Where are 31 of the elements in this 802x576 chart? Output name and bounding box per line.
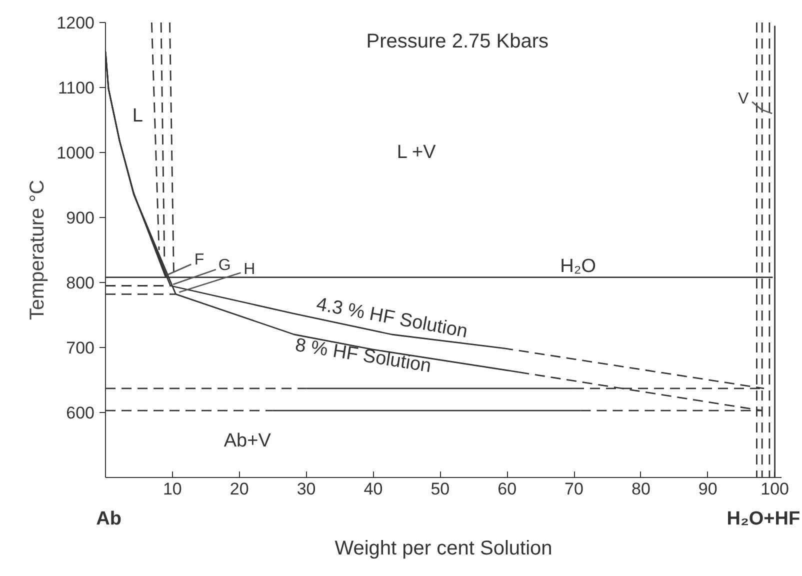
annotation: L +V	[396, 142, 436, 163]
text: H₂O+HF	[726, 508, 800, 530]
y-tick-label: 800	[66, 274, 95, 292]
x-tick-label: 90	[698, 480, 718, 498]
y-tick-label: 700	[66, 338, 95, 358]
y-tick-label: 1200	[56, 14, 95, 32]
annotation: L	[132, 106, 143, 127]
text: Ab	[96, 508, 122, 530]
y-tick-label: 900	[66, 208, 95, 228]
annotation: H	[244, 261, 256, 278]
x-tick-label: 70	[564, 480, 584, 498]
annotation: 8 % HF Solution	[294, 334, 433, 378]
x-tick-label: 100	[760, 480, 789, 498]
annotation: V	[738, 90, 750, 108]
x-tick-label: 20	[230, 480, 249, 498]
annotation: H₂O	[560, 256, 596, 277]
x-tick-label: 10	[162, 480, 182, 498]
y-axis-title: Temperature °C	[26, 180, 49, 320]
x-tick-label: 50	[430, 480, 450, 498]
y-tick-label: 600	[66, 404, 95, 422]
x-tick-label: 60	[498, 480, 517, 498]
annotation: Ab+V	[224, 430, 272, 452]
annotation: F	[194, 251, 204, 268]
x-tick-label: 80	[631, 480, 650, 498]
y-tick-label: 1100	[58, 78, 95, 98]
y-tick-label: 1000	[56, 144, 95, 162]
x-tick-label: 30	[296, 480, 316, 498]
x-axis-title: Weight per cent Solution	[334, 538, 552, 560]
annotation: G	[218, 257, 231, 274]
chart-title: Pressure 2.75 Kbars	[366, 30, 549, 52]
x-tick-label: 40	[364, 480, 383, 498]
